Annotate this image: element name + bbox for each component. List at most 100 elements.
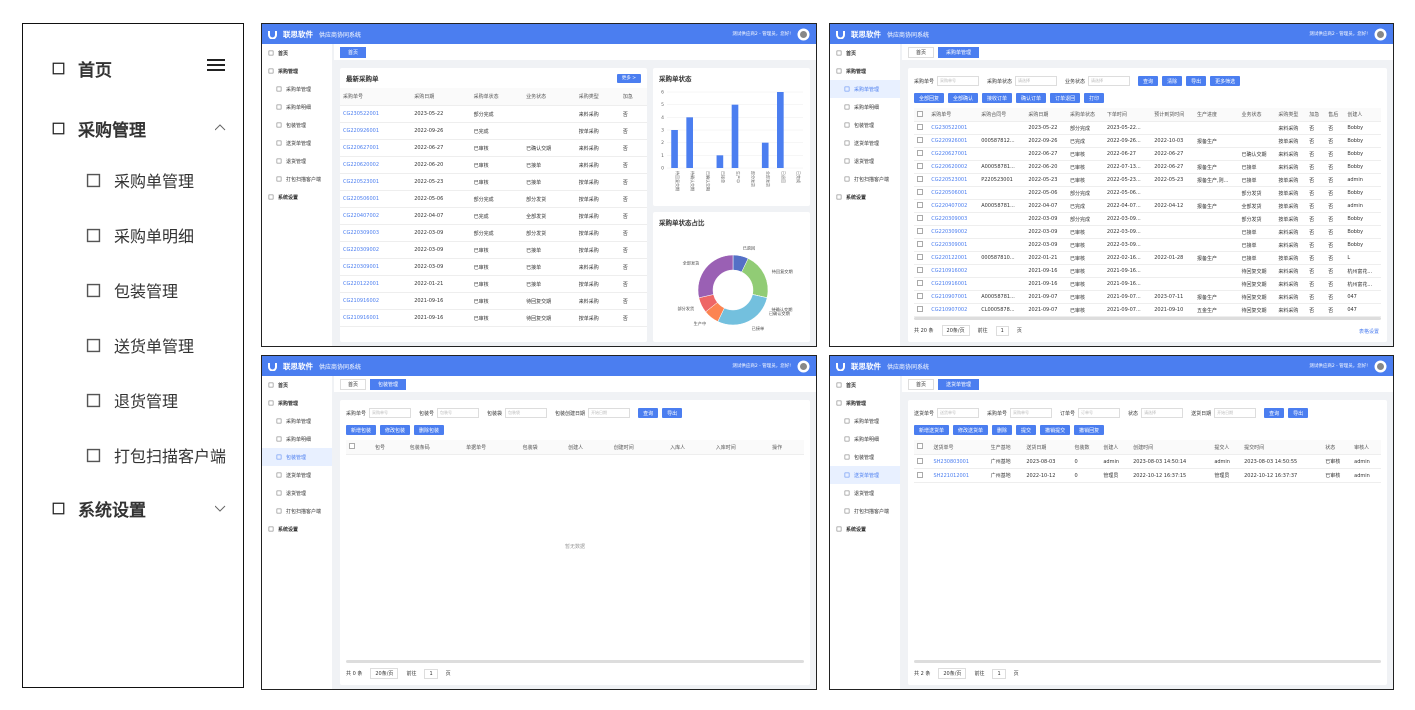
menu-item[interactable]: 打包扫描客户端	[830, 502, 900, 520]
menu-item[interactable]: 采购管理	[830, 62, 900, 80]
menu-item[interactable]: 打包扫描客户端	[85, 443, 226, 467]
checkbox[interactable]	[917, 471, 923, 478]
menu-item[interactable]: 送货单管理	[85, 333, 194, 357]
search-button[interactable]: 查询	[638, 408, 659, 418]
menu-item[interactable]: 采购单明细	[830, 98, 900, 116]
search-button[interactable]: 导出	[1288, 408, 1309, 418]
menu-item[interactable]: 首页	[262, 376, 332, 394]
filter-input[interactable]: 请选择	[1088, 76, 1131, 86]
search-button[interactable]: 查询	[1264, 408, 1285, 418]
table-cell[interactable]: CG220122001	[340, 275, 412, 293]
checkbox[interactable]	[917, 163, 923, 169]
page-item[interactable]: 1	[992, 668, 1006, 679]
action-button[interactable]: 新增包装	[346, 425, 377, 435]
table-cell[interactable]: CG220620002	[928, 160, 979, 174]
action-button[interactable]: 提交	[1016, 425, 1037, 435]
table-cell[interactable]: CG220523001	[340, 173, 412, 191]
action-button[interactable]: 全部回复	[914, 93, 945, 103]
checkbox[interactable]	[917, 228, 923, 234]
filter-input[interactable]: 采购单号	[937, 76, 980, 86]
table-cell[interactable]: CG220309003	[928, 212, 979, 226]
table-cell[interactable]: CG230522001	[340, 105, 412, 123]
table-cell[interactable]: CG220407002	[340, 207, 412, 225]
action-button[interactable]: 撤销提交	[1040, 425, 1071, 435]
table-cell[interactable]: CG210916001	[340, 309, 412, 327]
checkbox[interactable]	[917, 110, 923, 117]
menu-item[interactable]: 包装管理	[85, 278, 178, 302]
menu-item[interactable]: 采购单管理	[85, 168, 194, 192]
filter-input[interactable]: 包装袋	[505, 408, 548, 418]
action-button[interactable]: 修改包装	[380, 425, 411, 435]
menu-item[interactable]: 包装管理	[262, 116, 332, 134]
checkbox[interactable]	[917, 176, 923, 182]
more-button[interactable]: 更多 >	[616, 73, 641, 83]
menu-item[interactable]: 包装管理	[262, 448, 332, 466]
action-button[interactable]: 全部确认	[948, 93, 979, 103]
table-cell[interactable]: CG220620002	[340, 156, 412, 174]
checkbox[interactable]	[917, 280, 923, 286]
tab[interactable]: 首页	[908, 46, 935, 58]
menu-item[interactable]: 打包扫描客户端	[262, 170, 332, 188]
menu-item[interactable]: 系统设置	[51, 496, 146, 521]
checkbox[interactable]	[917, 150, 923, 156]
table-cell[interactable]: CG230522001	[928, 121, 979, 135]
checkbox[interactable]	[349, 443, 355, 449]
checkbox[interactable]	[917, 189, 923, 195]
table-cell[interactable]: CG210916002	[340, 292, 412, 310]
action-button[interactable]: 修改送货单	[953, 425, 989, 435]
filter-input[interactable]: 订单号	[1078, 408, 1121, 418]
menu-item[interactable]: 采购管理	[262, 62, 332, 80]
page-item[interactable]: 20条/页	[941, 325, 970, 336]
filter-input[interactable]: 采购单号	[1010, 408, 1053, 418]
table-cell[interactable]: CG220309001	[928, 238, 979, 252]
table-cell[interactable]: CG220407002	[928, 199, 979, 213]
page-item[interactable]: 1	[424, 668, 438, 679]
checkbox[interactable]	[917, 457, 923, 464]
menu-item[interactable]: 包装管理	[830, 116, 900, 134]
tab[interactable]: 首页	[340, 46, 367, 58]
menu-item[interactable]: 采购单管理	[262, 80, 332, 98]
tab[interactable]: 首页	[340, 378, 367, 390]
table-cell[interactable]: CG220506001	[340, 190, 412, 208]
filter-input[interactable]: 包装号	[437, 408, 480, 418]
checkbox[interactable]	[917, 215, 923, 221]
menu-item[interactable]: 首页	[262, 44, 332, 62]
table-cell[interactable]: CG220309002	[340, 241, 412, 259]
filter-input[interactable]: 开始日期	[588, 408, 631, 418]
menu-item[interactable]: 采购单明细	[262, 98, 332, 116]
search-button[interactable]: 导出	[662, 408, 683, 418]
table-cell[interactable]: CG210916001	[928, 277, 979, 291]
menu-item[interactable]: 采购单明细	[85, 223, 194, 247]
menu-item[interactable]: 退货管理	[830, 152, 900, 170]
checkbox[interactable]	[917, 293, 923, 299]
table-settings[interactable]: 表格设置	[1358, 329, 1379, 335]
filter-input[interactable]: 送货单号	[937, 408, 980, 418]
page-item[interactable]: 20条/页	[370, 668, 399, 679]
table-cell[interactable]: CG220122001	[928, 251, 979, 265]
menu-item[interactable]: 退货管理	[85, 388, 178, 412]
action-button[interactable]: 新增送货单	[914, 425, 950, 435]
avatar[interactable]	[797, 360, 810, 373]
table-cell[interactable]: CG220926001	[340, 122, 412, 140]
checkbox[interactable]	[917, 124, 923, 130]
menu-item[interactable]: 退货管理	[262, 152, 332, 170]
menu-item[interactable]: 退货管理	[262, 484, 332, 502]
menu-item[interactable]: 采购单明细	[830, 430, 900, 448]
action-button[interactable]: 删除	[992, 425, 1013, 435]
filter-input[interactable]: 开始日期	[1214, 408, 1257, 418]
menu-item[interactable]: 送货单管理	[830, 466, 900, 484]
collapse-icon[interactable]	[207, 58, 225, 72]
avatar[interactable]	[1374, 28, 1387, 41]
menu-item[interactable]: 系统设置	[830, 520, 900, 538]
menu-item[interactable]: 打包扫描客户端	[262, 502, 332, 520]
menu-item[interactable]: 采购管理	[51, 116, 146, 141]
search-button[interactable]: 更多筛选	[1210, 76, 1241, 86]
menu-item[interactable]: 包装管理	[830, 448, 900, 466]
checkbox[interactable]	[917, 306, 923, 312]
search-button[interactable]: 清除	[1162, 76, 1183, 86]
tab[interactable]: 包装管理	[370, 378, 407, 390]
menu-item[interactable]: 采购管理	[262, 394, 332, 412]
search-button[interactable]: 导出	[1186, 76, 1207, 86]
table-cell[interactable]: CG220926001	[928, 134, 979, 148]
tab[interactable]: 送货单管理	[938, 378, 980, 390]
